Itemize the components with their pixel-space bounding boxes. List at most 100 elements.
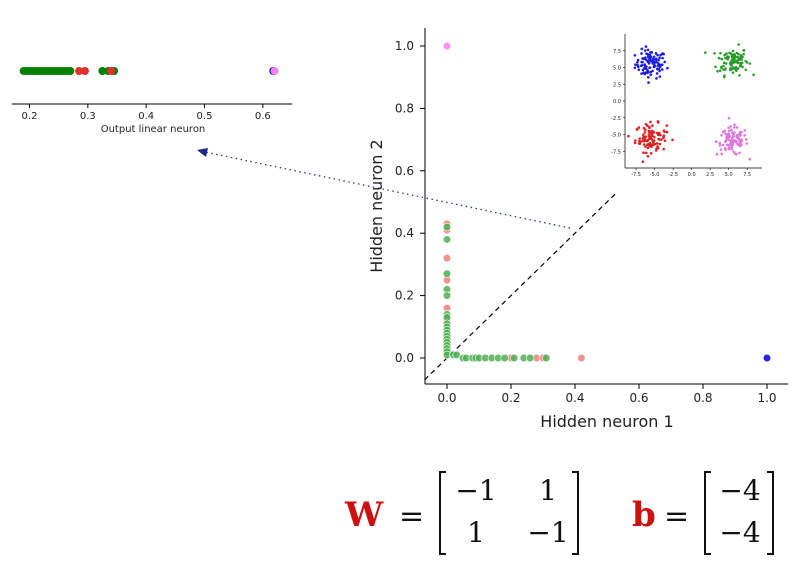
inset-point [648,144,652,148]
inset-point [730,58,734,62]
inset-point [641,137,645,140]
inset-point [721,143,725,147]
b-left-bracket [704,471,711,555]
inset-point [643,139,646,143]
inset-point [729,125,732,128]
output-neuron-point [66,67,75,75]
inset-point [731,60,734,64]
main-x-tick-label: 0.0 [437,391,456,405]
inset-point [722,61,726,65]
connector-line [204,151,571,229]
inset-point [744,59,747,63]
inset-point [642,126,646,130]
inset-point [663,60,666,64]
inset-point [730,53,734,56]
output-neuron-point [107,67,116,75]
inset-point [738,151,741,155]
inset-point [636,61,639,64]
inset-point [727,126,730,130]
inset-point [730,136,734,140]
inset-point [723,53,726,57]
inset-point [652,143,655,147]
inset-point [638,139,641,143]
inset-point [730,147,734,151]
inset-point [724,132,727,136]
inset-point [659,133,662,137]
inset-point [634,139,637,142]
inset-point [733,53,737,57]
inset-point [736,142,739,146]
inset-point [739,142,742,145]
main-y-tick-label: 0.4 [395,226,414,240]
inset-point [657,58,660,62]
inset-y-tick-label: 2.5 [613,82,621,88]
w-right-bracket [572,471,579,555]
inset-y-tick-label: 0.0 [613,99,621,105]
inset-point [648,56,652,60]
inset-point [646,48,650,52]
inset-point [742,52,746,56]
inset-point [636,63,639,67]
b-symbol: b [632,495,656,535]
inset-point [646,75,650,79]
main-point [500,353,509,363]
inset-point [735,126,739,129]
inset-point [663,139,667,143]
inset-point [734,59,738,63]
output-neuron-chart: 0.2 0.3 0.4 0.5 0.6 Output linear neuron [12,67,292,135]
inset-point [735,51,739,55]
main-x-tick-label: 1.0 [757,391,776,405]
inset-point [647,133,651,136]
inset-point [723,147,727,150]
inset-point [653,64,657,68]
main-point [442,254,452,263]
inset-x-tick-label: -2.5 [668,172,678,178]
inset-point [728,143,731,147]
inset-point [644,145,647,148]
inset-point [649,70,653,74]
inset-y-tick-label: 7.5 [613,49,621,55]
b-cell-1: −4 [719,516,760,549]
main-point [762,353,772,363]
inset-point [726,134,729,138]
inset-point [653,135,656,139]
output-neuron-x-label: Output linear neuron [101,124,206,135]
main-point [526,353,535,363]
inset-point [660,138,663,141]
inset-point [719,51,722,55]
inset-point [652,55,656,59]
inset-point [648,135,652,139]
inset-point [649,73,653,77]
w-cell-01: 1 [539,474,557,507]
inset-point [646,59,649,63]
connector-arrowhead [197,148,208,157]
inset-point [723,129,727,133]
inset-point [656,146,660,150]
inset-point [738,74,741,77]
b-equals: = [664,499,689,534]
inset-point [729,141,733,144]
main-x-tick-label: 0.2 [501,391,520,405]
inset-point [730,128,733,132]
inset-point [734,65,738,69]
inset-point [644,122,648,126]
inset-point [643,49,647,52]
inset-point [666,66,669,70]
inset-point [743,134,746,137]
inset-point [713,51,716,55]
inset-point [715,152,719,156]
inset-point [650,129,654,133]
main-y-tick-label: 1.0 [395,39,414,53]
inset-point [636,58,640,62]
inset-point [658,142,662,146]
inset-point [729,68,732,72]
main-x-tick-label: 0.4 [565,391,584,405]
inset-point [735,152,738,156]
inset-point [714,140,718,144]
inset-point [658,131,661,135]
w-cell-11: −1 [527,516,568,549]
w-symbol: W [344,495,384,535]
main-ticks: 0.0 0.2 0.4 0.6 0.8 1.0 0.0 0.2 0.4 0.6 0.8 1.0 [395,39,777,405]
main-y-tick-label: 0.6 [395,164,414,178]
main-point [542,353,551,363]
